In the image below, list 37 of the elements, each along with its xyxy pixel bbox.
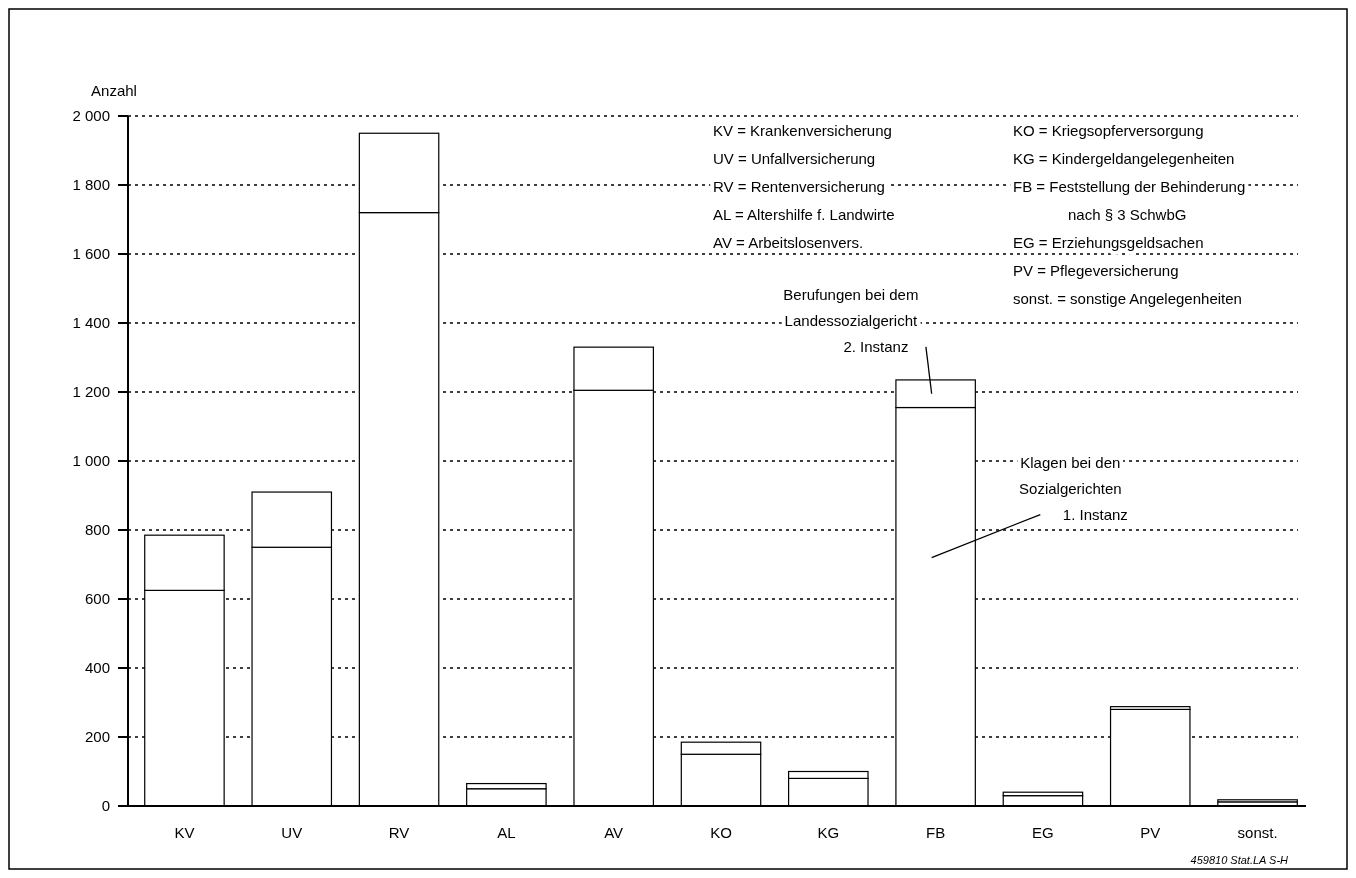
y-tick-label: 600 xyxy=(84,590,110,608)
annotation: AV = Arbeitslosenvers. xyxy=(713,234,864,251)
x-tick-label: UV xyxy=(281,824,303,841)
y-tick-label: 1 200 xyxy=(72,383,110,401)
y-axis-title: Anzahl xyxy=(91,82,137,99)
x-tick-label: RV xyxy=(388,824,410,841)
x-tick-label: KG xyxy=(817,824,840,841)
text: 459810 Stat.LA S-H xyxy=(1190,854,1289,866)
annotation: EG = Erziehungsgeldsachen xyxy=(1013,234,1204,251)
y-tick-label: 1 800 xyxy=(72,176,110,194)
annotation: KG = Kindergeldangelegenheiten xyxy=(1013,150,1235,167)
x-tick-label: KO xyxy=(710,824,732,841)
bar xyxy=(1217,799,1298,803)
text: Klagen bei den Sozialgerichten 1. Instanz xyxy=(1019,453,1128,523)
x-tick-label: EG xyxy=(1032,824,1054,841)
y-tick-label: 2 000 xyxy=(72,107,110,125)
annotation: sonst. = sonstige Angelegenheiten xyxy=(1013,290,1242,307)
y-tick-label: 1 400 xyxy=(72,314,110,332)
annotation: FB = Feststellung der Behinderung nach § 3 SchwbG xyxy=(1013,178,1246,223)
annotation: KV = Krankenversicherung xyxy=(713,122,892,139)
x-tick-label: FB xyxy=(926,824,946,841)
x-tick-label: PV xyxy=(1140,824,1161,841)
annotation: UV = Unfallversicherung xyxy=(713,150,876,167)
annotation: AL = Altershilfe f. Landwirte xyxy=(713,206,895,223)
x-tick-label: KV xyxy=(174,824,195,841)
y-tick-label: 1 600 xyxy=(72,245,110,263)
y-tick-label: 400 xyxy=(84,659,110,677)
x-tick-label: sonst. xyxy=(1237,824,1278,841)
series-label: Berufungen bei dem Landessozialgericht 2. Instanz xyxy=(783,285,919,355)
annotation: KO = Kriegsopferversorgung xyxy=(1013,122,1204,139)
y-tick-label: 1 000 xyxy=(72,452,110,470)
y-tick-label: 800 xyxy=(84,521,110,539)
x-tick-label: AL xyxy=(497,824,516,841)
x-tick-label: AV xyxy=(604,824,624,841)
y-tick-label: 200 xyxy=(84,728,110,746)
y-tick-label: 0 xyxy=(101,797,110,815)
annotation: PV = Pflegeversicherung xyxy=(1013,262,1179,279)
